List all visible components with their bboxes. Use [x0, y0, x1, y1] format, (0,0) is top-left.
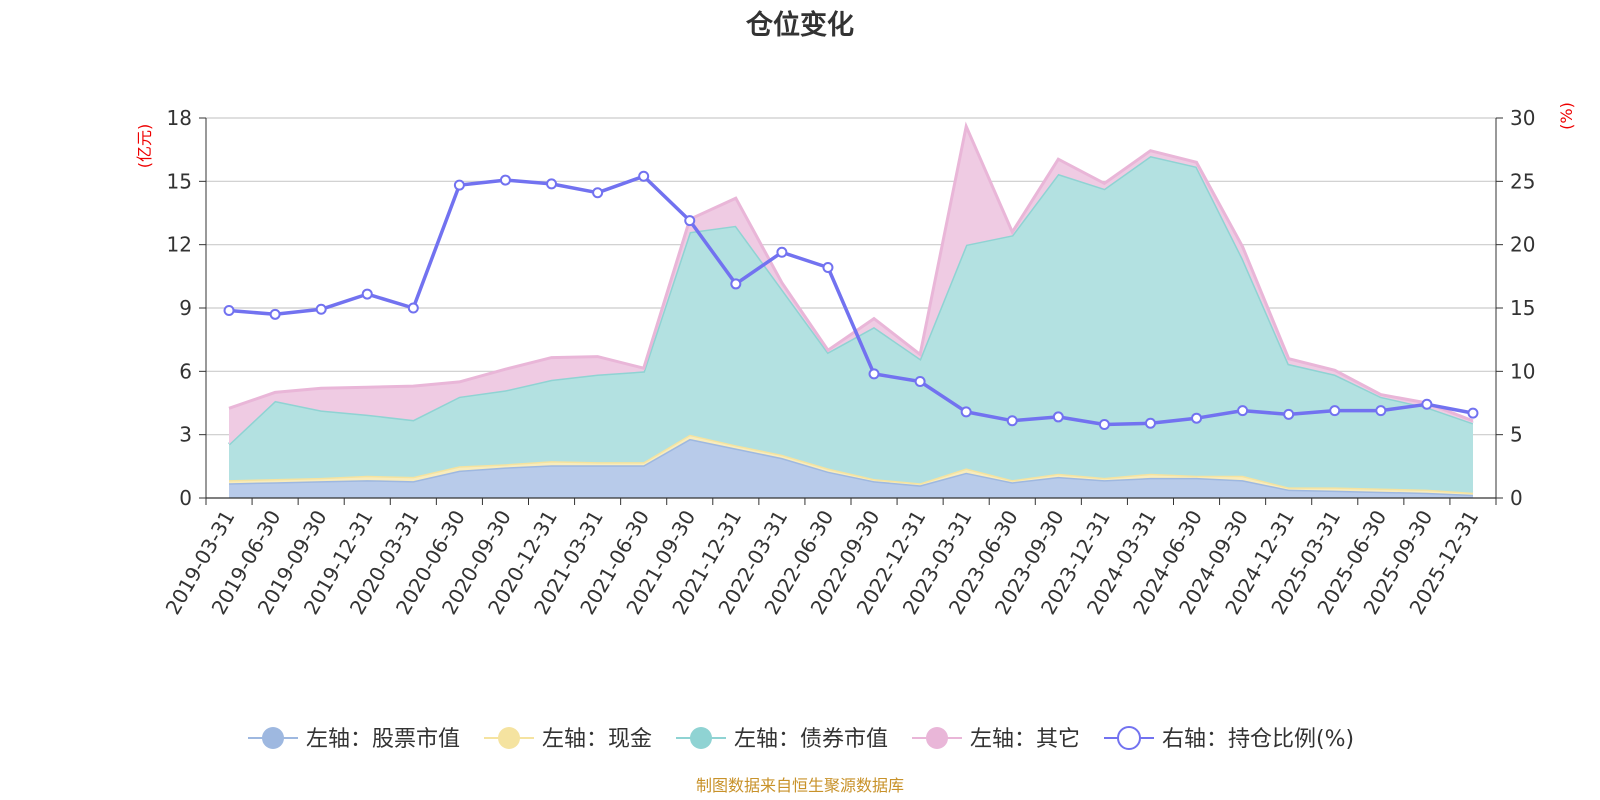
- legend-marker: [262, 727, 284, 749]
- right-axis-tick-label: 15: [1510, 296, 1535, 320]
- ratio-point: [1283, 408, 1295, 420]
- right-axis-tick-label: 0: [1510, 486, 1523, 510]
- left-axis-tick-label: 15: [167, 169, 192, 193]
- right-axis-tick-label: 25: [1510, 169, 1535, 193]
- right-axis-tick-label: 20: [1510, 233, 1535, 257]
- ratio-point: [315, 303, 327, 315]
- ratio-point: [1191, 412, 1203, 424]
- left-axis-unit: (亿元): [135, 124, 154, 169]
- legend-marker: [926, 727, 948, 749]
- right-axis-tick-label: 10: [1510, 359, 1535, 383]
- ratio-point: [684, 215, 696, 227]
- chart-title: 仓位变化: [745, 9, 854, 41]
- left-axis-tick-label: 0: [179, 486, 192, 510]
- left-axis-tick-label: 12: [167, 233, 192, 257]
- ratio-point: [361, 288, 373, 300]
- legend-label: 左轴：债券市值: [734, 727, 888, 752]
- right-axis-tick-label: 5: [1510, 423, 1523, 447]
- ratio-point: [1375, 405, 1387, 417]
- area-4: [229, 126, 1473, 445]
- ratio-point: [453, 179, 465, 191]
- holding-ratio-line: [223, 170, 1479, 431]
- ratio-point: [269, 308, 281, 320]
- legend-label: 右轴：持仓比例(%): [1162, 727, 1354, 752]
- stacked-areas: [227, 121, 1474, 498]
- ratio-point: [1421, 398, 1433, 410]
- ratio-point: [546, 178, 558, 190]
- legend-label: 左轴：股票市值: [306, 727, 460, 752]
- ratio-point: [1237, 405, 1249, 417]
- area-line-4: [228, 121, 1474, 423]
- legend-item: 左轴：现金: [484, 727, 652, 752]
- ratio-point: [822, 261, 834, 273]
- right-axis-tick-label: 30: [1510, 106, 1535, 130]
- area-3: [229, 156, 1473, 493]
- ratio-point: [1144, 417, 1156, 429]
- area-1: [229, 438, 1473, 498]
- ratio-point: [499, 174, 511, 186]
- left-axis-tick-label: 18: [167, 106, 192, 130]
- ratio-point: [638, 170, 650, 182]
- legend-label: 左轴：现金: [542, 727, 652, 752]
- left-axis-tick-label: 9: [179, 296, 192, 320]
- ratio-point: [1052, 411, 1064, 423]
- data-source-note: 制图数据来自恒生聚源数据库: [696, 776, 904, 795]
- legend-item: 左轴：股票市值: [248, 727, 460, 752]
- legend: 左轴：股票市值 左轴：现金 左轴：债券市值 左轴：其它 右轴：持仓比例(%): [248, 726, 1354, 752]
- legend-item: 左轴：其它: [912, 727, 1080, 752]
- ratio-point: [1329, 405, 1341, 417]
- ratio-point: [960, 406, 972, 418]
- ratio-point: [1098, 419, 1110, 431]
- ratio-point: [1467, 407, 1479, 419]
- legend-label: 左轴：其它: [970, 727, 1080, 752]
- ratio-point: [592, 187, 604, 199]
- legend-marker: [690, 727, 712, 749]
- ratio-point: [914, 375, 926, 387]
- ratio-point: [776, 246, 788, 258]
- legend-item: 右轴：持仓比例(%): [1104, 726, 1354, 752]
- right-axis-unit: (%): [1557, 102, 1576, 130]
- ratio-point: [407, 302, 419, 314]
- ratio-point: [1006, 415, 1018, 427]
- left-axis-tick-label: 3: [179, 423, 192, 447]
- ratio-line-path: [228, 174, 1474, 427]
- ratio-point: [730, 278, 742, 290]
- ratio-point: [868, 368, 880, 380]
- left-axis-tick-label: 6: [179, 359, 192, 383]
- legend-marker: [498, 727, 520, 749]
- ratio-point: [223, 305, 235, 317]
- legend-item: 左轴：债券市值: [676, 727, 888, 752]
- legend-marker: [1117, 726, 1141, 750]
